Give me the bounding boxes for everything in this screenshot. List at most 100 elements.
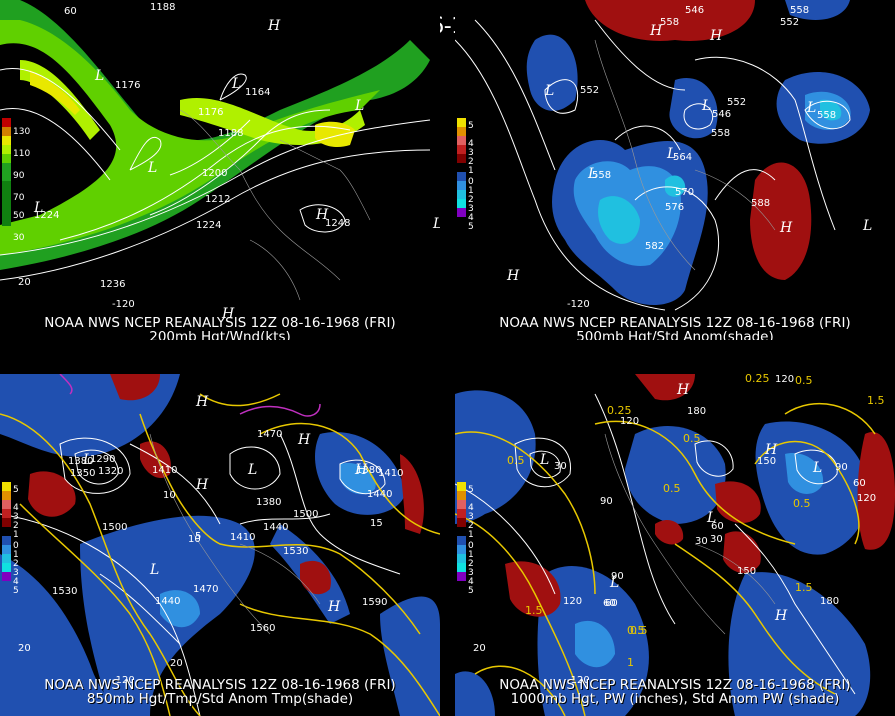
caption-line2: 200mb Hgt/Wnd(kts) (149, 329, 291, 340)
contour-label: 558 (592, 170, 611, 181)
contour-label: 546 (712, 109, 731, 120)
contour-label: 552 (727, 97, 746, 108)
legend-label: 3 (468, 204, 474, 214)
anom-legend: 5 4 3 2 1 0 1 2 3 4 5 (457, 482, 474, 596)
low-marker: L (609, 575, 619, 591)
legend-label: 1 (468, 530, 474, 540)
high-marker: H (297, 432, 311, 448)
contour-1224-b: 1224 (196, 220, 221, 231)
legend-label: 2 (468, 157, 474, 167)
contour-label: 120 (620, 416, 639, 427)
contour-label: 0.5 (663, 482, 681, 495)
contour-label: 1590 (362, 597, 387, 608)
legend-label: 3 (468, 512, 474, 522)
contour-1248: 1248 (325, 218, 350, 229)
contour-label: 1530 (283, 546, 308, 557)
anom-legend: 5 4 3 2 1 0 1 2 3 4 5 (2, 482, 19, 596)
lon-label: -120 (567, 675, 590, 686)
legend-label: 5 (468, 485, 474, 495)
contour-label: 0.5 (507, 454, 525, 467)
contour-1236: 1236 (100, 279, 125, 290)
low-marker: L (539, 452, 549, 468)
contour-label: 558 (817, 110, 836, 121)
low-marker: L (147, 160, 157, 176)
contour-label: 1.5 (867, 394, 885, 407)
lat-label: 20 (18, 643, 31, 654)
high-marker: H (354, 462, 368, 478)
high-marker: H (327, 599, 341, 615)
panel-200mb: 1188 1176 1164 1176 1188 1200 1212 1224 … (0, 0, 440, 340)
lon-label: -120 (567, 299, 590, 310)
caption-line1: NOAA NWS NCEP REANALYSIS 12Z 08-16-1968 … (44, 315, 396, 331)
contour-label: 1560 (250, 623, 275, 634)
contour-label: 0.5 (795, 374, 813, 387)
contour-label: 1470 (257, 429, 282, 440)
contour-label: 90 (600, 496, 613, 507)
contour-1188-a: 1188 (150, 2, 175, 13)
caption-850mb: NOAA NWS NCEP REANALYSIS 12Z 08-16-1968 … (0, 678, 440, 706)
contour-label: 1380 (68, 456, 93, 467)
contour-1176-b: 1176 (198, 107, 223, 118)
low-marker: L (94, 68, 104, 84)
contour-label: 30 (554, 461, 567, 472)
panel-850mb: 1380 1290 1320 1350 1410 1470 1380 1500 … (0, 374, 440, 716)
contour-label: 552 (780, 17, 799, 28)
contour-label: 1410 (378, 468, 403, 479)
contour-label: 1320 (98, 466, 123, 477)
low-marker: L (806, 100, 816, 116)
lon-label: -120 (112, 299, 135, 310)
contour-label: 60 (605, 598, 618, 609)
contour-label: 1440 (155, 596, 180, 607)
map-500mb: 552 558 546 552 558 552 546 558 564 558 … (455, 0, 895, 340)
legend-label: 4 (468, 213, 474, 223)
contour-label: 0.25 (607, 404, 632, 417)
contour-label: 5 (195, 531, 201, 542)
legend-label: 5 (13, 586, 19, 596)
contour-label: 1500 (102, 522, 127, 533)
panel-1000mb: 0.25 120 0.5 1.5 0.25 120 180 0.5 150 30… (455, 374, 895, 716)
contour-label: 1.5 (795, 581, 813, 594)
contour-label: 10 (163, 490, 176, 501)
contour-1176-a: 1176 (115, 80, 140, 91)
legend-label: 4 (13, 503, 19, 513)
legend-label: 2 (13, 559, 19, 569)
contour-label: 90 (611, 571, 624, 582)
contour-label: 60 (603, 598, 616, 609)
lat-label: 20 (18, 277, 31, 288)
caption-line2: 850mb Hgt/Tmp/Std Anom Tmp(shade) (86, 691, 354, 707)
legend-label: 1 (13, 550, 19, 560)
contour-label: 180 (820, 596, 839, 607)
low-marker: L (33, 200, 43, 216)
legend-label: 110 (13, 149, 31, 159)
contour-label: 1410 (230, 532, 255, 543)
contour-label: 1530 (52, 586, 77, 597)
contour-label: 1350 (70, 468, 95, 479)
contour-label: 1 (627, 656, 634, 669)
map-1000mb: 0.25 120 0.5 1.5 0.25 120 180 0.5 150 30… (455, 374, 895, 716)
caption-line1: NOAA NWS NCEP REANALYSIS 12Z 08-16-1968 … (44, 677, 396, 693)
legend-label: 5 (13, 485, 19, 495)
legend-label: 50 (13, 211, 25, 221)
contour-label: 0.25 (745, 374, 770, 385)
legend-label: 2 (468, 521, 474, 531)
legend-label: 1 (468, 166, 474, 176)
legend-label: 70 (13, 193, 25, 203)
high-marker: H (764, 442, 778, 458)
contour-label: 1290 (90, 454, 115, 465)
contour-label: 0.5 (627, 624, 645, 637)
contour-label: 120 (775, 374, 794, 385)
contour-label: 20 (170, 658, 183, 669)
caption-line2: 500mb Hgt/Std Anom(shade) (576, 329, 774, 340)
legend-label: 2 (468, 559, 474, 569)
map-200mb: 1188 1176 1164 1176 1188 1200 1212 1224 … (0, 0, 440, 340)
low-marker: L (432, 216, 440, 232)
high-marker: H (676, 382, 690, 398)
high-marker: H (779, 220, 793, 236)
contour-label: 1380 (356, 465, 381, 476)
legend-label: 3 (468, 148, 474, 158)
contour-label: 15 (370, 518, 383, 529)
legend-label: 30 (13, 233, 25, 243)
legend-label: 0 (468, 541, 474, 551)
caption-line1: NOAA NWS NCEP REANALYSIS 12Z 08-16-1968 … (499, 677, 851, 693)
low-marker: L (701, 98, 711, 114)
